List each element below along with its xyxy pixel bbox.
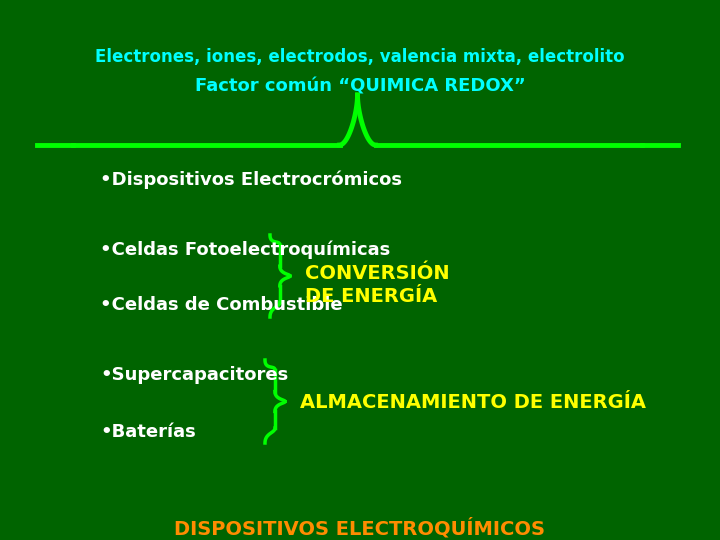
Text: •Celdas Fotoelectroquímicas: •Celdas Fotoelectroquímicas [100,241,390,259]
Text: CONVERSIÓN
DE ENERGÍA: CONVERSIÓN DE ENERGÍA [305,264,449,306]
Text: •Celdas de Combustible: •Celdas de Combustible [100,296,343,314]
Text: ALMACENAMIENTO DE ENERGÍA: ALMACENAMIENTO DE ENERGÍA [300,394,646,413]
Text: Factor común “QUIMICA REDOX”: Factor común “QUIMICA REDOX” [194,78,526,96]
Text: DISPOSITIVOS ELECTROQUÍMICOS: DISPOSITIVOS ELECTROQUÍMICOS [174,518,546,538]
Text: •Dispositivos Electrocrómicos: •Dispositivos Electrocrómicos [100,171,402,189]
Text: Electrones, iones, electrodos, valencia mixta, electrolito: Electrones, iones, electrodos, valencia … [95,48,625,66]
Text: •Supercapacitores: •Supercapacitores [100,366,288,384]
Text: •Baterías: •Baterías [100,423,196,441]
